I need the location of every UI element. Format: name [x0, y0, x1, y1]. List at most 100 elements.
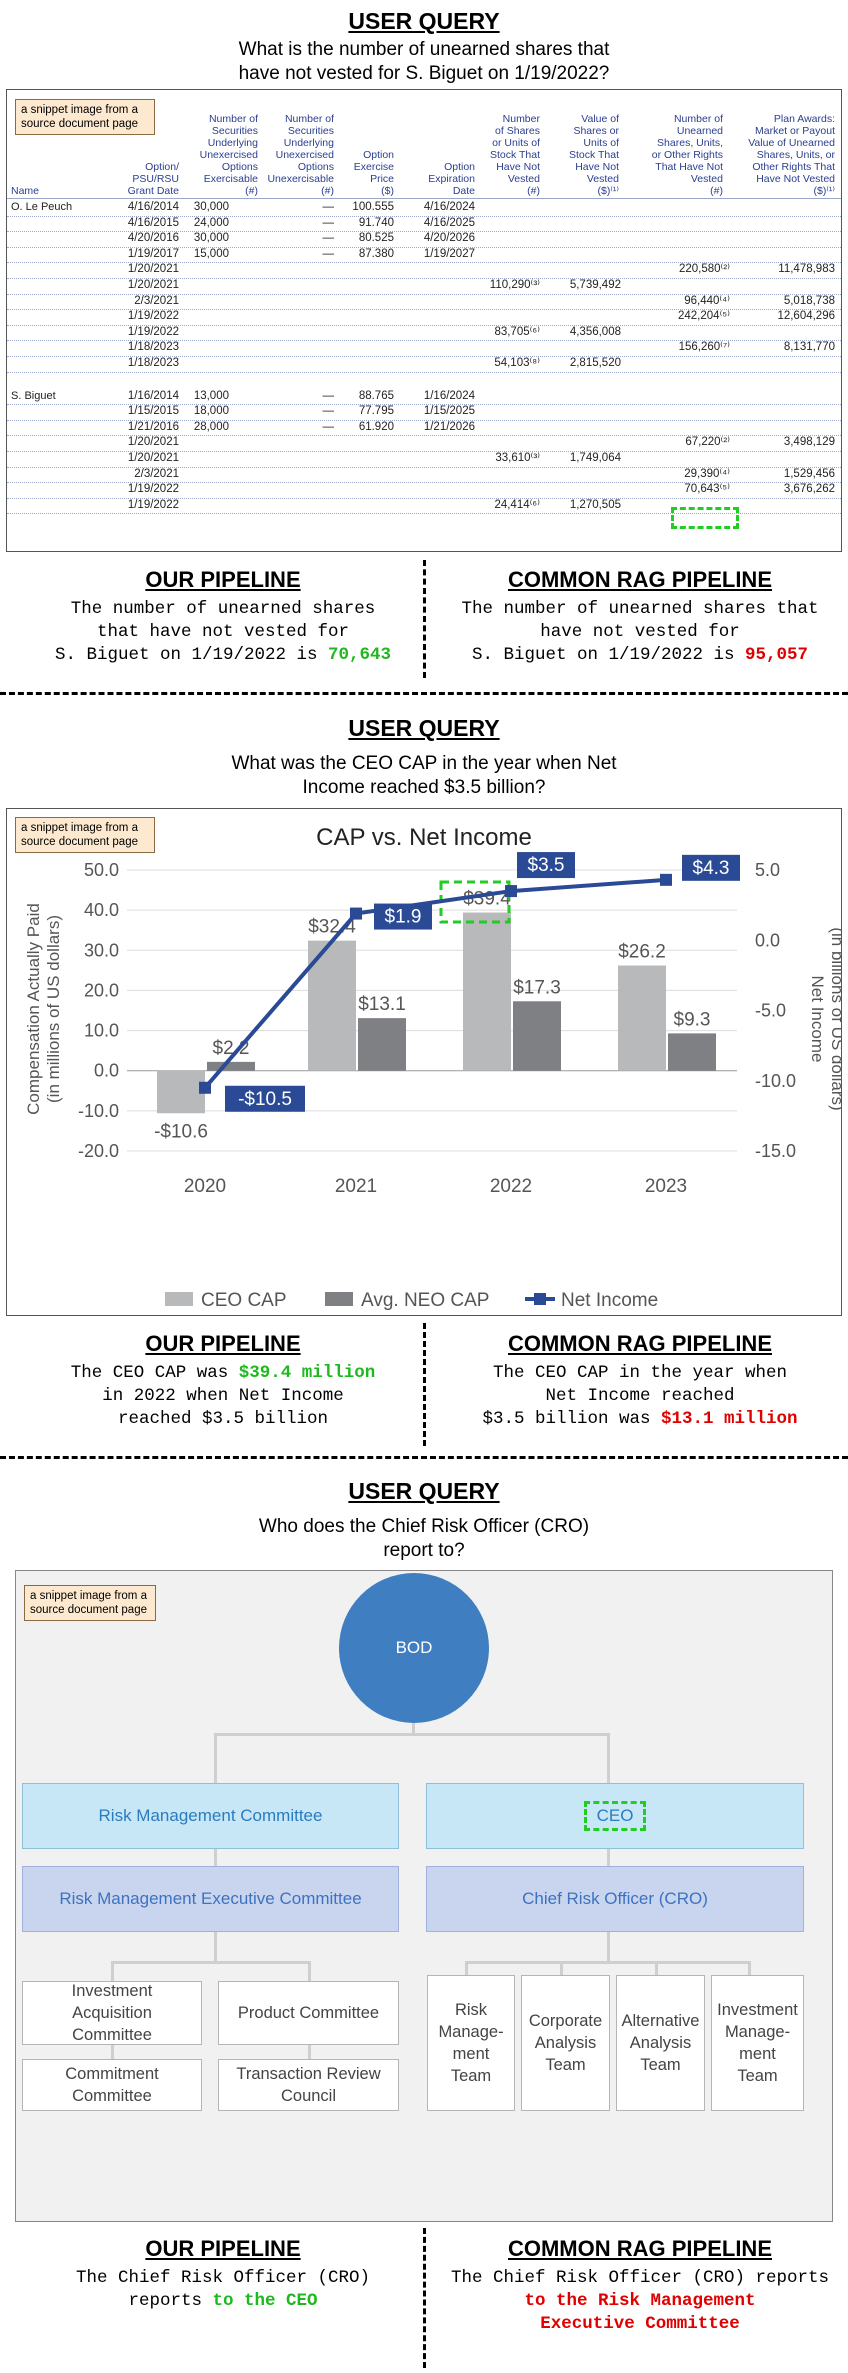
net-income-data-label: $3.5 [528, 855, 565, 876]
col-header-unearned-shares: Number of Unearned Shares, Units, or Other … [651, 113, 723, 197]
x-tick-label: 2023 [645, 1176, 687, 1197]
table-cell-ex: 30,000 [193, 232, 229, 245]
snippet-tag: a snippet image from a source document p… [24, 1585, 156, 1621]
y-left-axis-label-line: (in millions of US dollars) [44, 915, 63, 1103]
table-cell-date: 1/18/2023 [127, 357, 179, 369]
legend-swatch [325, 1292, 353, 1306]
commitment-committee-node: Commitment Committee [22, 2059, 202, 2111]
section2-title: USER QUERY [348, 715, 500, 741]
table-cell-date: 1/20/2021 [127, 452, 179, 464]
row-rule [7, 215, 841, 217]
risk-management-executive-committee-node: Risk Management Executive Committee [22, 1866, 399, 1932]
table-cell-date: 1/20/2021 [127, 263, 179, 276]
connector [560, 1961, 563, 1975]
y-right-axis-label-line: (in billions of US dollars) [828, 927, 841, 1110]
connector [111, 1961, 311, 1964]
awards-table-snippet: a snippet image from a source document p… [6, 89, 842, 552]
col-header-grant-date: Option/PSU/RSU Grant Date [127, 161, 179, 197]
table-cell-snv: 54,103⁽⁸⁾ [494, 357, 540, 369]
rag-pipeline-answer: The CEO CAP in the year when Net Income … [482, 1363, 798, 1429]
row-rule [7, 309, 841, 311]
table-cell-price: 61.920 [358, 420, 394, 433]
table-cell-ex: 28,000 [193, 420, 229, 433]
table-cell-unearned: 29,390⁽⁴⁾ [684, 467, 730, 480]
cap-chart-snippet: a snippet image from a source document p… [6, 808, 847, 1316]
legend-swatch-marker [534, 1293, 546, 1305]
net-income-label-box [517, 852, 575, 879]
rag-pipeline-title: COMMON RAG PIPELINE [507, 2236, 772, 2261]
corporate-analysis-team-node: Corporate Analysis Team [521, 1975, 610, 2111]
table-cell-vnv: 4,356,008 [569, 325, 621, 338]
table-cell-unex: — [322, 405, 335, 418]
table-cell-date: 1/15/2015 [127, 405, 179, 418]
table-cell-plan: 5,018,738 [783, 294, 835, 307]
y-left-tick-label: -10.0 [78, 1101, 119, 1121]
y-left-tick-label: 20.0 [84, 980, 119, 1000]
net-income-data-label: -$10.5 [238, 1089, 292, 1110]
table-cell-plan: 8,131,770 [783, 341, 835, 354]
connector [214, 1932, 217, 1962]
section2-query: What was the CEO CAP in the year when Ne… [231, 753, 617, 798]
ceo-node: CEO [426, 1783, 804, 1849]
neo-cap-data-label: $2.2 [213, 1038, 250, 1059]
table-cell-unearned: 67,220⁽²⁾ [685, 436, 730, 449]
table-cell-date: 1/19/2022 [127, 325, 179, 338]
ceo-cap-data-label: $32.4 [308, 917, 356, 938]
table-cell-price: 77.795 [358, 405, 394, 418]
table-cell-date: 1/20/2021 [127, 436, 179, 449]
y-right-tick-label: 5.0 [755, 860, 780, 880]
net-income-line [203, 877, 667, 1090]
row-rule [7, 231, 841, 233]
header-rule [7, 198, 841, 199]
net-income-marker [199, 1081, 211, 1094]
connector [308, 1961, 311, 1981]
table-cell-ex: 18,000 [193, 405, 229, 418]
row-rule [7, 404, 841, 406]
connector [111, 1961, 114, 1981]
connector [214, 1733, 609, 1736]
x-tick-label: 2020 [184, 1176, 226, 1197]
x-tick-label: 2021 [335, 1176, 377, 1197]
table-cell-plan: 3,498,129 [783, 436, 835, 449]
row-rule [7, 466, 841, 468]
table-cell-exp: 1/16/2024 [423, 389, 475, 402]
net-income-marker [660, 873, 672, 886]
table-cell-exp: 1/19/2027 [423, 247, 475, 260]
bar-avg-neo-cap [207, 1061, 255, 1071]
table-cell-price: 80.525 [358, 232, 394, 245]
y-left-tick-label: -20.0 [78, 1141, 119, 1161]
divider-vertical [423, 2228, 426, 2368]
table-cell-price: 100.555 [352, 201, 394, 213]
table-cell-unearned: 96,440⁽⁴⁾ [684, 294, 730, 307]
row-rule [7, 497, 841, 499]
table-cell-unex: — [322, 216, 335, 229]
cap-vs-net-income-chart: CAP vs. Net Income 50.0 40.0 30.0 20.0 10.0 0.… [24, 824, 847, 1311]
divider-vertical [423, 560, 426, 678]
table-cell-unearned: 220,580⁽²⁾ [678, 263, 730, 276]
table-cell-ex: 24,000 [193, 216, 229, 229]
chart-title: CAP vs. Net Income [316, 824, 532, 851]
y-left-tick-label: 40.0 [84, 900, 119, 920]
table-cell-snv: 110,290⁽³⁾ [489, 279, 540, 291]
table-cell-vnv: 1,270,505 [569, 498, 621, 511]
table-cell-vnv: 2,815,520 [569, 357, 621, 369]
col-header-name: Name [11, 185, 40, 197]
table-cell-date: 1/16/2014 [127, 389, 179, 402]
section3-query: Who does the Chief Risk Officer (CRO) re… [258, 1516, 590, 1561]
table-cell-unex: — [322, 201, 335, 213]
connector [308, 2045, 311, 2059]
table-cell-price: 88.765 [358, 389, 394, 402]
table-cell-exp: 1/15/2025 [423, 405, 475, 418]
table-cell-vnv: 5,739,492 [569, 279, 621, 291]
table-cell-date: 1/20/2021 [127, 279, 179, 291]
bar-avg-neo-cap [513, 1001, 561, 1071]
risk-management-committee-node: Risk Management Committee [22, 1783, 399, 1849]
table-cell-exp: 4/16/2024 [423, 201, 475, 213]
table-cell-date: 1/18/2023 [127, 341, 179, 354]
legend-swatch [165, 1292, 193, 1306]
connector [748, 1961, 751, 1975]
section3-title: USER QUERY [348, 1478, 500, 1504]
row-rule [7, 293, 841, 295]
y-left-axis-label: Compensation Actually Paid(in millions o… [24, 903, 63, 1115]
x-tick-label: 2022 [490, 1176, 532, 1197]
